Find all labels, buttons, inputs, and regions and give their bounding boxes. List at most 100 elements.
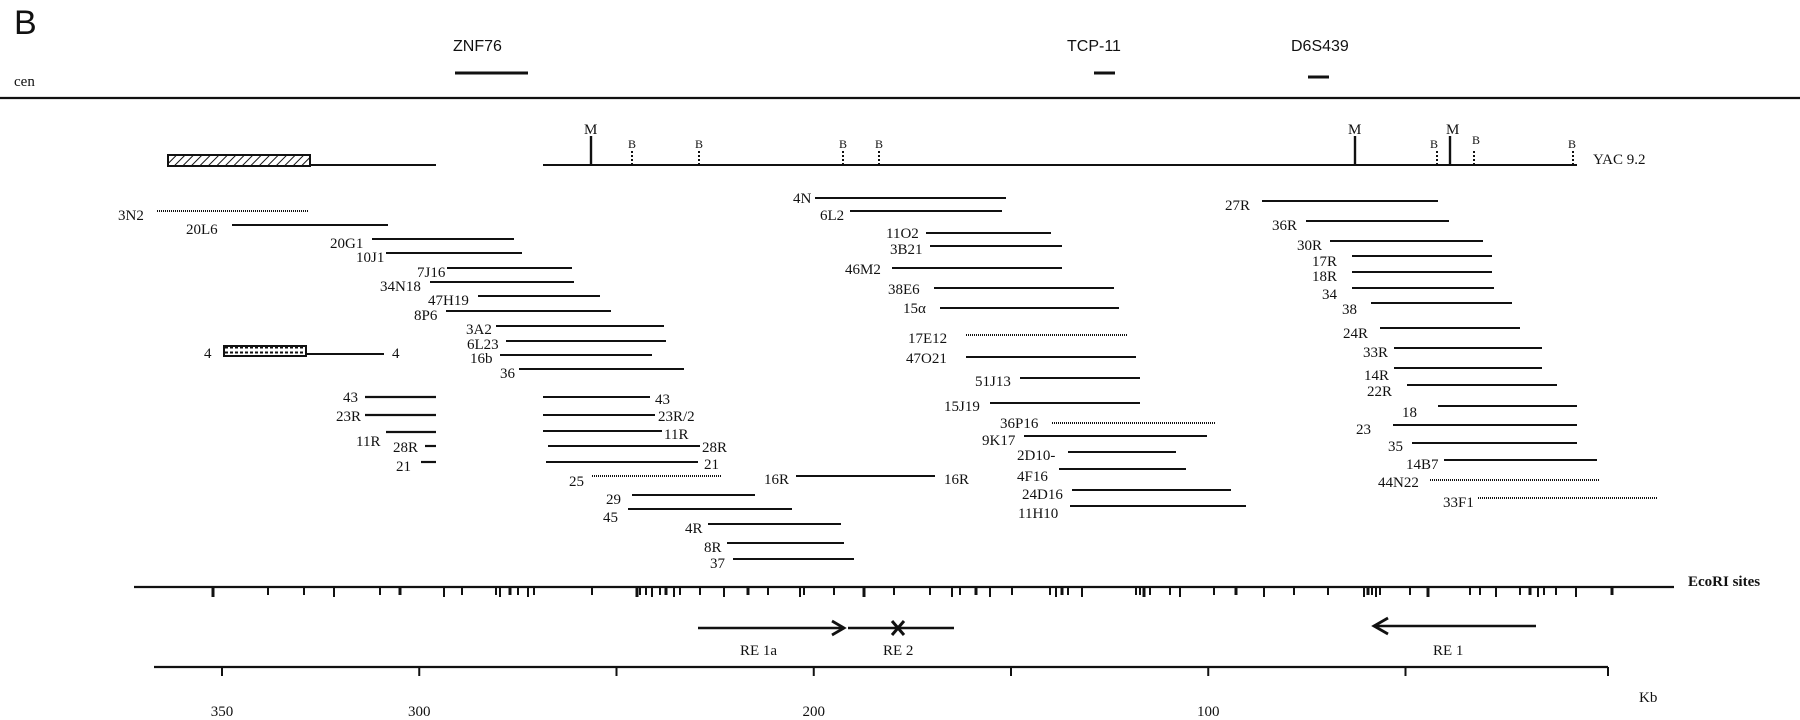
clone-label: 43: [343, 390, 358, 406]
clone-right-label: 16R: [944, 472, 969, 488]
clone-label: 34N18: [380, 279, 421, 295]
clone-label: 36R: [1272, 218, 1297, 234]
clone-row: 28R: [548, 440, 727, 456]
clone-row: 17R: [1312, 254, 1492, 270]
clone-label: 2D10-: [1017, 448, 1055, 464]
clone-row: 3B21: [890, 242, 1062, 258]
clone-row: 11O2: [886, 226, 1051, 242]
clone-row: 23R: [336, 409, 436, 425]
clone-row: 51J13: [975, 374, 1140, 390]
clone-row: 36P16: [1000, 416, 1216, 432]
clone-label: 30R: [1297, 238, 1322, 254]
clone-label: 3B21: [890, 242, 923, 258]
clone-row: 10J1: [356, 250, 522, 266]
clone-row: 38E6: [888, 282, 1114, 298]
clone-label: 8R: [704, 540, 722, 556]
clone-right-label: 23R/2: [658, 409, 695, 425]
site-label: M: [584, 122, 597, 138]
yac-site-m: M: [1348, 122, 1361, 165]
yac-site-m: M: [1446, 122, 1459, 165]
yac-site-b: B: [695, 137, 703, 165]
scale-unit-label: Kb: [1639, 690, 1657, 706]
clone-label: 33R: [1363, 345, 1388, 361]
clone-label: 38: [1342, 302, 1357, 318]
yac-site-b: B: [1430, 137, 1438, 165]
clone-label: 47H19: [428, 293, 469, 309]
region-re2: RE 2: [848, 620, 954, 659]
clone-row: 4F16: [1017, 468, 1186, 485]
clone-row: 35: [1388, 439, 1577, 455]
clone-row: 43: [343, 390, 436, 406]
clone-label: 29: [606, 492, 621, 508]
clone-label: 27R: [1225, 198, 1250, 214]
clone-row: 11R: [543, 427, 688, 443]
clone-label: 34: [1322, 287, 1338, 303]
clone-row: 7J16: [417, 265, 572, 281]
clone-row: 43: [543, 392, 670, 408]
yac-contig: YAC 9.2 M B B B B M B: [167, 122, 1646, 168]
clone-right-label: 4: [392, 346, 400, 362]
clone-label: 11R: [356, 434, 380, 450]
yac-site-b: B: [628, 137, 636, 165]
clone-row: 6L2: [820, 208, 1002, 224]
marker-znf76: ZNF76: [453, 38, 528, 75]
region-cross-mark: [890, 620, 906, 636]
clone-label: 45: [603, 510, 618, 526]
clone-row: 29: [606, 492, 755, 508]
clone-row: 44N22: [1378, 475, 1600, 491]
scale-tick-label: 300: [408, 704, 431, 720]
region-label: RE 2: [883, 643, 913, 659]
region-re1a: RE 1a: [698, 619, 847, 659]
site-label: M: [1348, 122, 1361, 138]
clone-label: 14R: [1364, 368, 1389, 384]
clone-label: 14B7: [1406, 457, 1439, 473]
clone-label: 6L2: [820, 208, 844, 224]
clone-row: 36R: [1272, 218, 1449, 234]
clone-label: 22R: [1367, 384, 1392, 400]
clone-label: 37: [710, 556, 726, 572]
clone-row: 20G1: [330, 236, 514, 252]
clone-row: 25: [569, 474, 722, 490]
clone-row: 34: [1322, 287, 1494, 303]
clone-label: 20G1: [330, 236, 363, 252]
clone-row: 33R: [1363, 345, 1542, 361]
ecori-tick-group: [211, 587, 1614, 597]
marker-d6s439: D6S439: [1291, 38, 1349, 79]
clone-row: 11H10: [1018, 505, 1246, 522]
clone-right-label: 11R: [664, 427, 688, 443]
clone-row: 18: [1402, 405, 1577, 421]
hatched-vector-segment: [167, 154, 311, 167]
panel-label: B: [14, 4, 37, 42]
clone-row: 16b: [470, 351, 652, 367]
marker-label: D6S439: [1291, 38, 1349, 55]
ecori-sites-track: EcoRI sites: [134, 574, 1760, 597]
region-label: RE 1a: [740, 643, 777, 659]
site-label: B: [1568, 137, 1576, 151]
clone-label: 3N2: [118, 208, 144, 224]
clone-row: 17E12: [908, 331, 1128, 347]
site-label: B: [628, 137, 636, 151]
yac-site-b: B: [1568, 137, 1576, 165]
clone-row: 21: [546, 457, 719, 473]
clone-row: 21: [396, 459, 436, 475]
clone-row: 3N2: [118, 208, 308, 224]
region-label: RE 1: [1433, 643, 1463, 659]
clone-row: 47H19: [428, 293, 600, 309]
clone-label: 10J1: [356, 250, 384, 266]
site-label: B: [1430, 137, 1438, 151]
clone-row: 15J19: [944, 399, 1140, 415]
kb-scale: 350 300 200 100 Kb: [154, 665, 1657, 720]
clone-row: 6L23: [467, 337, 666, 353]
clone-label: 4F16: [1017, 469, 1048, 485]
clone-row: 2D10-: [1017, 448, 1176, 464]
scale-tick-group: 350 300 200 100: [211, 667, 1609, 720]
clone-label: 38E6: [888, 282, 920, 298]
clone-row: 38: [1342, 302, 1512, 318]
clone-contig: 3N2 20L6 20G1 10J1 7J16 34N18 47H19 8P6 …: [118, 191, 1657, 572]
clone-row: 4N: [793, 191, 1006, 207]
clone-label: 24D16: [1022, 487, 1063, 503]
clone-row: 3A2: [466, 322, 664, 338]
clone-label: 20L6: [186, 222, 218, 238]
scale-tick-label: 100: [1197, 704, 1220, 720]
clone-row: 11R: [356, 430, 436, 450]
